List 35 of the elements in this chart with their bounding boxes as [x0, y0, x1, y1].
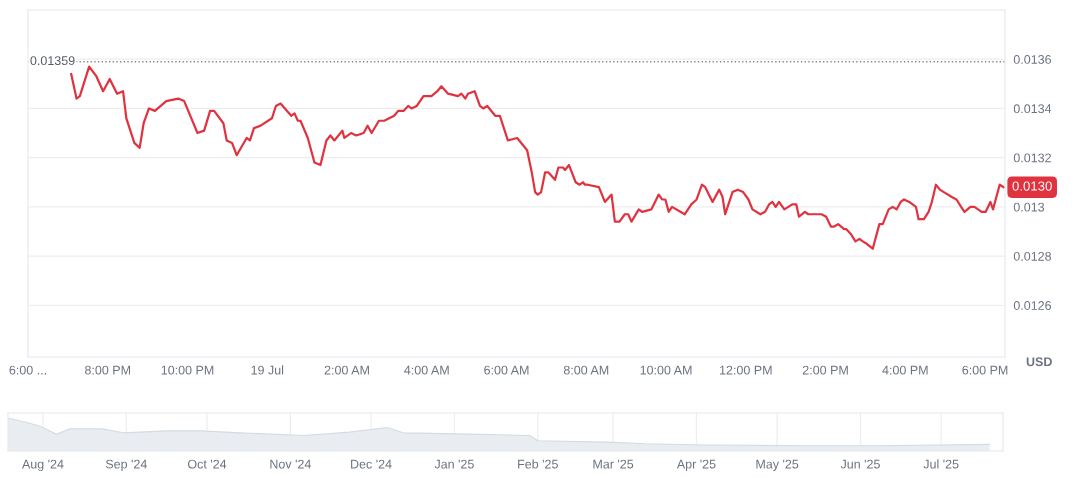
y-tick-label: 0.0126: [1013, 301, 1052, 310]
x-tick-label: Mar '25: [593, 459, 634, 469]
x-tick-label: Nov '24: [270, 459, 311, 469]
x-tick-label: 8:00 AM: [563, 365, 609, 375]
x-tick-label: Oct '24: [187, 459, 227, 469]
y-axis-title: USD: [1026, 357, 1052, 367]
y-tick-label: 0.0128: [1013, 251, 1052, 261]
ref-line-label: 0.01359: [30, 56, 75, 66]
annotation: 0.0130: [1012, 181, 1052, 191]
x-tick-label: Sep '24: [105, 459, 147, 471]
x-tick-label: 8:00 PM: [85, 365, 131, 375]
x-tick-label: 2:00 AM: [324, 365, 369, 375]
x-tick-label: 10:00 PM: [161, 365, 214, 375]
x-tick-label: 6:00 PM: [962, 365, 1008, 375]
y-tick-label: 0.0136: [1013, 55, 1052, 64]
x-tick-label: Aug '24: [21, 459, 64, 471]
x-tick-label: Jul '25: [923, 459, 959, 469]
x-tick-label: Jan '25: [434, 459, 474, 469]
y-tick-label: 0.0132: [1013, 153, 1051, 163]
x-tick-label: Feb '25: [518, 459, 558, 469]
x-tick-label: 6:00 AM: [484, 365, 529, 375]
x-tick-label: 19 Jul: [251, 365, 284, 375]
x-tick-label: 12:00 PM: [720, 365, 772, 375]
x-tick-label: 4:00 PM: [882, 365, 928, 375]
x-tick-label: Dec '24: [351, 459, 392, 469]
x-tick-label: 4:00 AM: [404, 365, 449, 375]
x-tick-label: 2:00 PM: [802, 365, 848, 375]
y-tick-label: 0.0134: [1013, 104, 1052, 114]
y-tick-label: 0.013: [1013, 202, 1045, 212]
x-tick-label: May '25: [756, 459, 799, 471]
x-tick-label: Jun '25: [840, 459, 880, 469]
x-tick-label: 6:00 ...: [9, 365, 46, 375]
x-tick-label: Apr '25: [676, 459, 716, 471]
line-series: [70, 65, 1005, 250]
x-tick-label: 10:00 AM: [640, 365, 692, 375]
